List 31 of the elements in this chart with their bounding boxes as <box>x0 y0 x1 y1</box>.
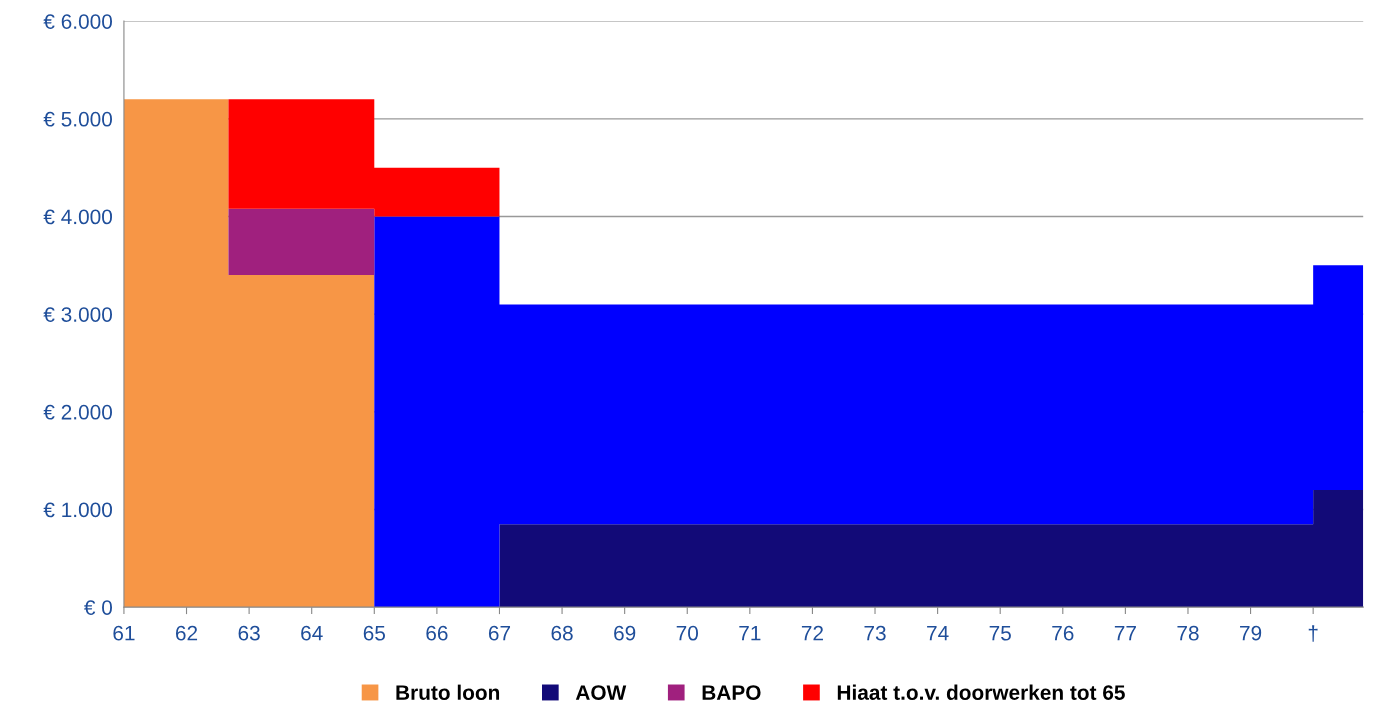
y-tick-label: € 4.000 <box>43 209 113 225</box>
x-tick-label: 75 <box>989 625 1011 641</box>
legend-label: Hiaat t.o.v. doorwerken tot 65 <box>837 684 1125 700</box>
x-tick-label: 65 <box>363 625 386 641</box>
y-tick-label: € 1.000 <box>43 502 113 518</box>
x-tick-label: 70 <box>676 625 699 641</box>
x-tick-label: 64 <box>301 625 323 641</box>
legend-label: AOW <box>575 685 627 700</box>
x-tick-label: 67 <box>488 625 511 641</box>
x-tick-label: 62 <box>175 625 198 641</box>
x-tick-label: 63 <box>238 625 260 641</box>
x-tick-label: 76 <box>1052 625 1074 641</box>
x-tick-label: 66 <box>426 625 448 641</box>
y-tick-label: € 5.000 <box>43 111 113 127</box>
x-tick-label: † <box>1308 625 1318 642</box>
y-tick-label: € 3.000 <box>43 307 113 322</box>
y-tick-label: € 0 <box>84 600 113 615</box>
x-tick-label: 78 <box>1177 625 1199 641</box>
x-tick-label: 73 <box>864 625 886 641</box>
x-tick-label: 72 <box>801 625 823 641</box>
x-tick-label: 74 <box>927 625 949 641</box>
y-tick-label: € 6.000 <box>43 14 113 29</box>
x-tick-label: 71 <box>739 625 761 641</box>
legend-label: BAPO <box>702 685 761 700</box>
x-tick-label: 79 <box>1240 625 1262 641</box>
y-tick-label: € 2.000 <box>43 404 113 420</box>
x-tick-label: 77 <box>1114 625 1136 641</box>
x-tick-label: 69 <box>614 625 636 641</box>
x-tick-label: 68 <box>551 625 573 641</box>
legend-label: Bruto loon <box>396 684 500 700</box>
x-tick-label: 61 <box>113 625 135 641</box>
